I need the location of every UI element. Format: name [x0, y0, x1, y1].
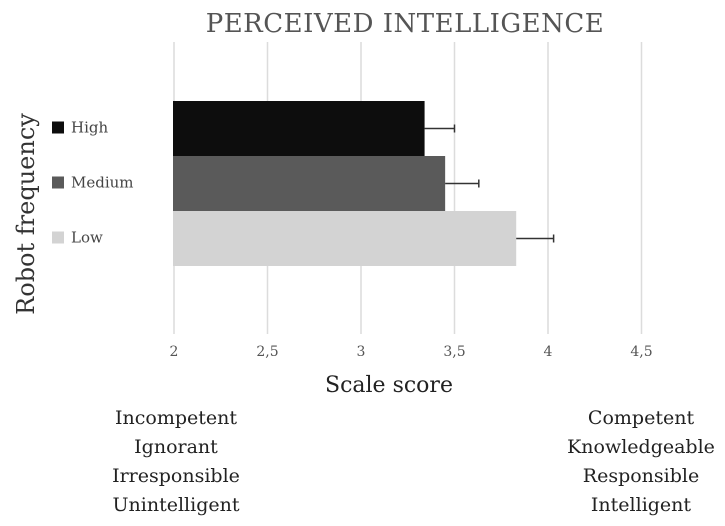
anchor-right-1: Competent [587, 407, 695, 429]
anchor-right-2: Knowledgeable [567, 436, 715, 458]
x-tick-labels: 2 2,5 3 3,5 4 4,5 [170, 344, 653, 360]
bar-medium [173, 156, 446, 211]
anchor-right-4: Intelligent [590, 494, 692, 516]
error-bar-high [424, 124, 456, 133]
x-tick-label: 4 [544, 344, 553, 360]
legend-swatch [52, 176, 64, 189]
scale-anchors-negative: Incompetent Ignorant Irresponsible Unint… [95, 404, 257, 520]
legend-label: Low [71, 229, 103, 247]
x-tick-label: 4,5 [630, 344, 652, 360]
anchor-left-1: Incompetent [115, 407, 237, 429]
legend-item-low: Low [52, 229, 103, 247]
legend-swatch [52, 231, 64, 244]
x-axis-label: Scale score [325, 373, 453, 398]
error-bar-low [516, 234, 555, 243]
error-bars [424, 124, 555, 243]
legend-label: Medium [71, 174, 134, 192]
legend: High Medium Low [52, 119, 134, 247]
anchor-left-3: Irresponsible [112, 465, 240, 487]
bars [173, 101, 517, 266]
x-tick-label: 3,5 [443, 344, 465, 360]
error-bar-medium [445, 179, 480, 188]
legend-item-medium: Medium [52, 174, 134, 192]
anchor-right-3: Responsible [582, 465, 700, 487]
x-tick-label: 2 [170, 344, 179, 360]
bar-high [173, 101, 425, 156]
anchor-left-2: Ignorant [134, 436, 218, 458]
legend-label: High [71, 119, 108, 137]
scale-anchors-positive: Competent Knowledgeable Responsible Inte… [560, 404, 722, 520]
x-tick-label: 2,5 [256, 344, 278, 360]
legend-swatch [52, 121, 64, 134]
chart-title: PERCEIVED INTELLIGENCE [206, 9, 605, 39]
y-axis-label: Robot frequency [12, 113, 40, 315]
bar-low [173, 211, 517, 266]
legend-item-high: High [52, 119, 108, 137]
x-tick-label: 3 [357, 344, 366, 360]
anchor-left-4: Unintelligent [112, 494, 240, 516]
